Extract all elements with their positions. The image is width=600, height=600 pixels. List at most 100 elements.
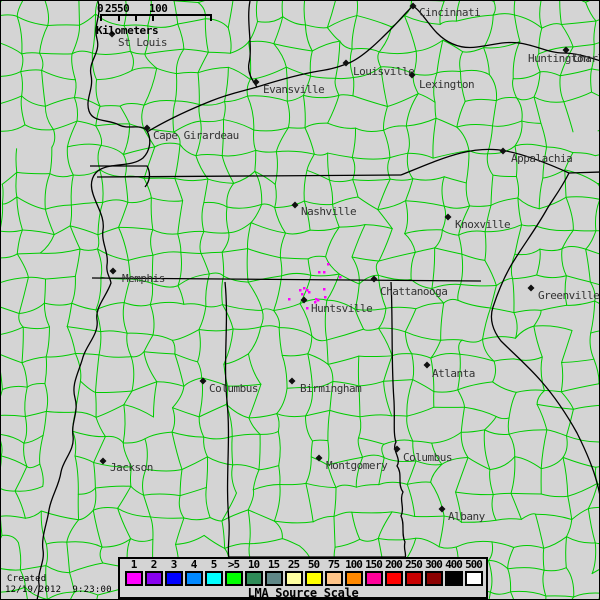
county-boundary <box>486 153 494 176</box>
county-boundary <box>198 305 207 331</box>
county-boundary <box>118 201 129 228</box>
county-boundary <box>571 596 575 599</box>
county-boundary <box>565 408 574 437</box>
county-boundary <box>538 177 544 210</box>
county-boundary <box>507 546 515 570</box>
county-boundary <box>100 144 124 156</box>
county-boundary <box>130 356 135 392</box>
county-boundary <box>70 174 74 206</box>
county-boundary <box>585 248 599 255</box>
county-boundary <box>21 52 41 55</box>
county-boundary <box>207 51 231 54</box>
county-boundary <box>307 353 329 365</box>
county-boundary <box>24 510 42 519</box>
county-boundary <box>273 43 287 68</box>
county-boundary <box>49 173 74 178</box>
county-boundary <box>565 567 575 598</box>
county-boundary <box>224 543 250 549</box>
county-boundary <box>278 327 283 356</box>
county-boundary <box>177 273 210 287</box>
county-boundary <box>259 430 279 435</box>
county-boundary <box>221 251 225 277</box>
county-boundary <box>151 254 154 284</box>
county-boundary <box>14 485 44 492</box>
county-boundary <box>412 440 417 462</box>
state-border-tn-south <box>91 277 482 282</box>
city-label: Nashville <box>301 205 356 218</box>
county-boundary <box>507 567 545 571</box>
county-boundary <box>95 1 99 15</box>
legend-color-chip <box>464 571 483 586</box>
county-boundary <box>246 248 249 283</box>
county-boundary <box>520 513 537 520</box>
county-boundary <box>307 353 313 388</box>
county-boundary <box>386 93 419 107</box>
county-boundary <box>405 200 445 207</box>
county-boundary <box>566 536 596 544</box>
county-boundary <box>334 77 340 96</box>
county-boundary <box>306 169 330 181</box>
county-boundary <box>510 492 542 495</box>
county-boundary <box>332 203 340 228</box>
county-boundary <box>565 435 599 443</box>
county-boundary <box>156 67 177 75</box>
county-boundary <box>536 403 548 431</box>
county-boundary <box>1 42 23 55</box>
county-boundary <box>540 429 548 470</box>
county-boundary <box>377 511 393 539</box>
scale-bar-tick <box>210 14 212 21</box>
city-label: Memphis <box>122 272 165 285</box>
county-boundary <box>436 39 444 74</box>
legend-entry: 150 <box>364 559 383 586</box>
county-boundary <box>79 380 96 393</box>
county-boundary <box>204 18 209 53</box>
county-boundary <box>1 71 22 77</box>
county-boundary <box>411 353 432 359</box>
county-boundary <box>177 23 185 50</box>
county-boundary <box>43 302 50 328</box>
legend-entry: 250 <box>404 559 423 586</box>
county-boundary <box>490 197 519 206</box>
county-boundary <box>247 222 252 250</box>
county-boundary <box>97 144 102 171</box>
county-boundary <box>354 308 365 330</box>
county-boundary <box>594 200 599 232</box>
county-boundary <box>123 390 133 406</box>
legend-color-chip <box>264 571 283 586</box>
county-boundary <box>404 331 413 355</box>
county-boundary <box>513 544 545 549</box>
county-boundary <box>276 387 288 415</box>
county-boundary <box>540 304 568 311</box>
county-boundary <box>174 73 178 102</box>
county-boundary <box>545 595 575 598</box>
county-boundary <box>327 355 360 365</box>
county-boundary <box>514 145 518 177</box>
county-boundary <box>73 79 77 99</box>
county-boundary <box>175 71 199 75</box>
city-marker-icon <box>444 213 452 221</box>
city-label: Evansville <box>263 83 324 96</box>
county-boundary <box>247 509 275 522</box>
county-boundary <box>44 204 72 210</box>
county-boundary <box>597 482 599 486</box>
county-boundary <box>407 152 434 159</box>
county-boundary <box>352 66 382 79</box>
county-boundary <box>492 381 517 393</box>
county-boundary <box>1 592 2 600</box>
city-label: Lexington <box>419 78 474 91</box>
county-boundary <box>567 482 599 497</box>
county-boundary <box>313 152 329 156</box>
county-boundary <box>285 66 288 102</box>
county-boundary <box>332 380 360 387</box>
county-boundary <box>104 435 124 444</box>
county-boundary <box>415 302 445 310</box>
county-boundary <box>305 409 331 417</box>
county-boundary <box>130 485 145 496</box>
county-boundary <box>274 200 305 209</box>
county-boundary <box>329 409 361 418</box>
state-border-ky-tn <box>96 174 402 178</box>
lma-source-dot <box>301 293 304 296</box>
county-boundary <box>66 541 103 548</box>
county-boundary <box>410 251 416 280</box>
county-boundary <box>378 307 387 329</box>
